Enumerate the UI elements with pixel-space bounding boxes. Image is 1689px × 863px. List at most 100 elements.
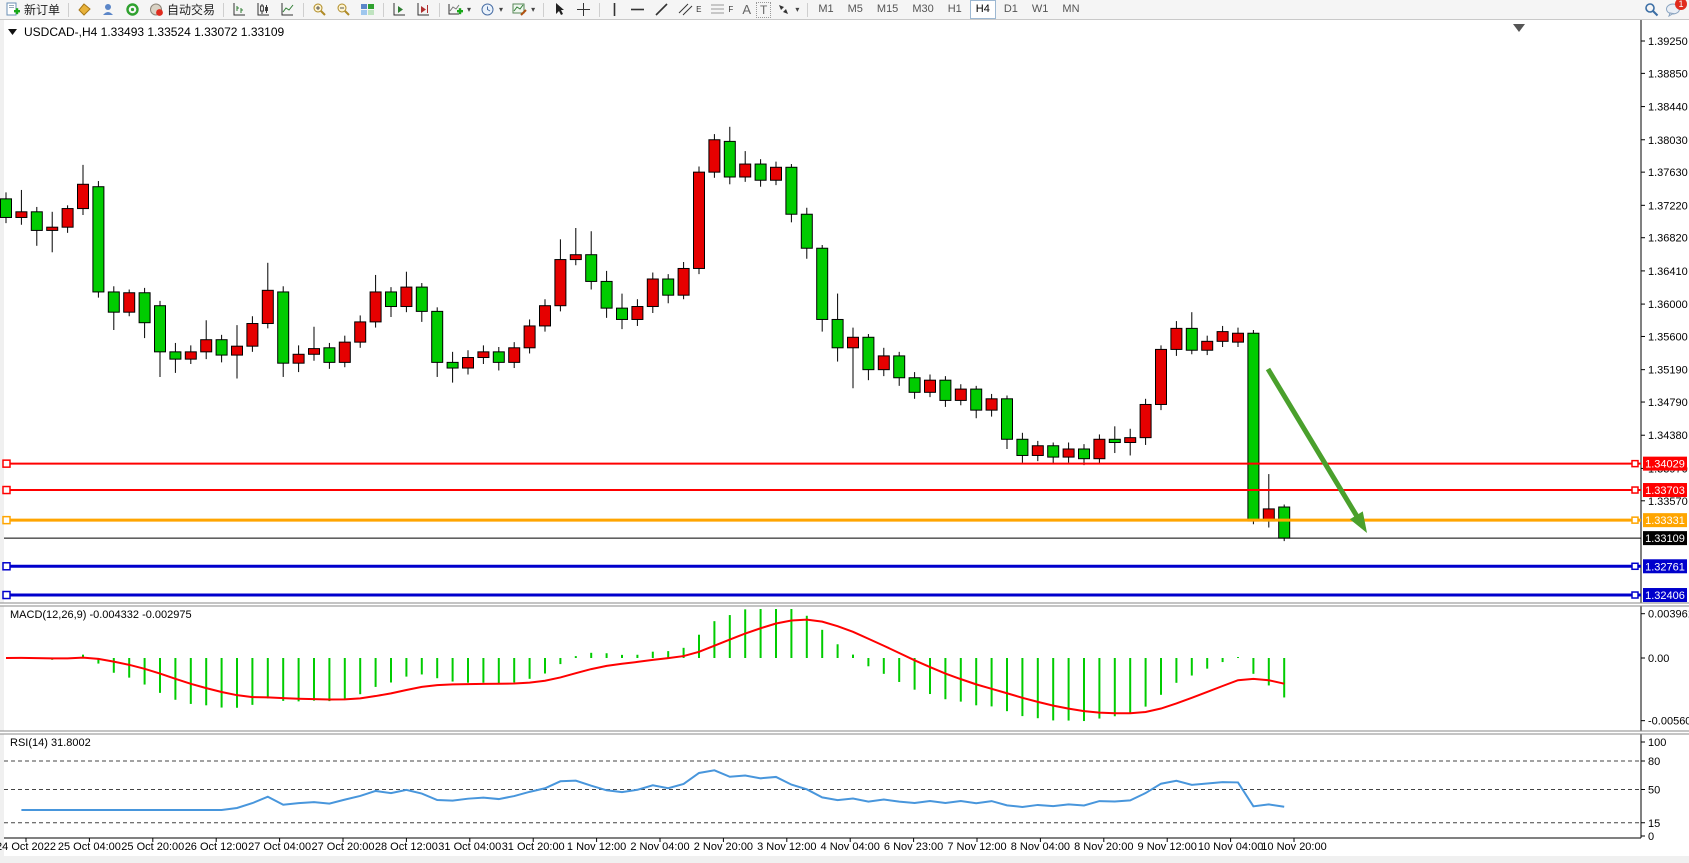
candle-down [492, 351, 505, 363]
timeframe-mn[interactable]: MN [1062, 3, 1080, 15]
current-price-price-tag [1643, 531, 1687, 546]
candle-down [1278, 506, 1291, 539]
notifications-button[interactable]: 1 [1665, 0, 1687, 17]
timeframe-m30[interactable]: M30 [912, 3, 934, 15]
time-tick-label: 27 Oct 20:00 [312, 841, 375, 853]
cursor-button[interactable] [548, 0, 571, 20]
price-tick-label: 1.39250 [1648, 36, 1688, 48]
line-chart-button[interactable] [276, 0, 299, 20]
hline-1.32761-handle-right[interactable] [1631, 562, 1639, 571]
channel-tool[interactable]: E [674, 0, 705, 20]
navigator-button[interactable] [121, 0, 144, 20]
candle-chart-button[interactable] [252, 0, 275, 20]
new-order-button[interactable]: 新订单 [2, 0, 64, 20]
zoom-out-button[interactable] [332, 0, 355, 20]
candle-up [46, 226, 59, 231]
search-icon[interactable] [1644, 2, 1659, 17]
chart-canvas[interactable]: 1.39250 1.38850 1.38440 1.38030 1.37630 1.372… [0, 20, 1689, 863]
data-window-button[interactable] [97, 0, 120, 20]
vertical-line-tool[interactable] [604, 0, 625, 20]
timeframe-h4[interactable]: H4 [969, 0, 996, 19]
toolbar-separator [68, 2, 70, 17]
timeframe-m15[interactable]: M15 [876, 3, 899, 15]
trendline-tool[interactable] [650, 0, 673, 20]
hline-1.32406-handle-left[interactable] [2, 590, 11, 600]
auto-scroll-icon [393, 3, 406, 16]
timeframe-h1[interactable]: H1 [947, 3, 962, 15]
hline-1.33331-handle-right[interactable] [1631, 516, 1639, 524]
fibonacci-icon [711, 4, 725, 14]
timeframe-w1[interactable]: W1 [1031, 3, 1049, 15]
timeframe-group: M1 M5 M15 M30 H1 H4 D1 W1 MN [812, 0, 1085, 19]
candle-chart-icon [257, 3, 270, 16]
hline-1.32761-price-tag-label: 1.32761 [1645, 561, 1685, 573]
candle-down [215, 339, 228, 356]
trend-arrow-head[interactable] [1349, 511, 1367, 533]
channel-icon [678, 3, 693, 16]
text-tool-label: A [742, 2, 751, 17]
chart-area[interactable]: 1.39250 1.38850 1.38440 1.38030 1.37630 1.372… [0, 20, 1689, 863]
cursor-icon [556, 3, 565, 15]
hline-1.34029-handle-right[interactable] [1631, 459, 1639, 468]
chart-shift-button[interactable] [412, 0, 435, 20]
hline-1.34029-price-tag [1643, 456, 1687, 471]
candle-up [554, 259, 567, 307]
arrows-tool[interactable]: ▾ [772, 0, 803, 20]
candle-down [431, 310, 444, 363]
zoom-in-button[interactable] [308, 0, 331, 20]
candle-down [138, 292, 151, 324]
candle-up [1170, 327, 1183, 350]
hline-1.32406-handle-right[interactable] [1631, 591, 1639, 599]
hline-1.33703-handle-left[interactable] [2, 485, 11, 495]
candle-up [400, 286, 413, 308]
pane-splitter[interactable] [0, 603, 1689, 606]
price-axis[interactable]: 1.39250 1.38850 1.38440 1.38030 1.37630 1.372… [1641, 36, 1688, 508]
timeframe-d1[interactable]: D1 [1003, 3, 1018, 15]
time-axis[interactable]: 24 Oct 2022 25 Oct 04:00 25 Oct 20:00 26 Oc… [0, 838, 1327, 853]
tile-windows-button[interactable] [356, 0, 379, 20]
textbox-tool-label: T [759, 2, 768, 17]
timeframe-m1[interactable]: M1 [818, 3, 834, 15]
auto-scroll-button[interactable] [388, 0, 411, 20]
horizontal-line-tool[interactable] [626, 0, 649, 20]
candle-up [1124, 437, 1137, 444]
candle-down [0, 198, 12, 218]
candles-layer [0, 126, 1291, 542]
indicators-button[interactable]: ▾ [444, 0, 475, 20]
candle-up [200, 339, 213, 353]
bar-chart-button[interactable] [228, 0, 251, 20]
chart-shift-icon [417, 3, 430, 16]
chevron-down-icon: ▾ [795, 5, 800, 14]
marketwatch-button[interactable] [73, 0, 96, 20]
hline-1.33331-price-tag [1643, 513, 1687, 528]
trend-arrow-object[interactable] [1265, 367, 1364, 526]
candle-up [292, 353, 305, 364]
one-click-trading-toggle[interactable] [8, 29, 17, 35]
candle-down [154, 305, 166, 353]
text-label-tool[interactable]: T [755, 1, 772, 18]
text-tool[interactable]: A [738, 0, 755, 20]
hline-1.34029-handle-left[interactable] [2, 459, 11, 468]
chart-shift-marker[interactable] [1513, 24, 1525, 32]
toolbar-right-group: 1 [1644, 0, 1687, 17]
candle-up [369, 291, 382, 323]
timeframe-m5[interactable]: M5 [847, 3, 863, 15]
candle-down [1185, 327, 1198, 351]
templates-button[interactable]: ▾ [508, 0, 539, 20]
autotrading-button[interactable]: 自动交易 [145, 0, 219, 20]
candle-up [677, 267, 690, 296]
fibonacci-tool[interactable]: F [706, 0, 737, 20]
templates-icon [512, 3, 527, 16]
periods-button[interactable]: ▾ [476, 0, 507, 20]
time-tick-label: 26 Oct 12:00 [185, 841, 248, 853]
candle-up [1201, 340, 1214, 351]
candle-down [970, 388, 983, 411]
candle-up [1093, 438, 1106, 460]
hline-1.32761-handle-left[interactable] [2, 562, 11, 571]
candle-up [1031, 445, 1044, 456]
candle-up [261, 289, 274, 325]
hline-1.33331-handle-left[interactable] [2, 515, 11, 525]
hline-1.33703-handle-right[interactable] [1631, 486, 1639, 494]
crosshair-button[interactable] [572, 0, 595, 20]
pane-splitter[interactable] [0, 731, 1689, 734]
